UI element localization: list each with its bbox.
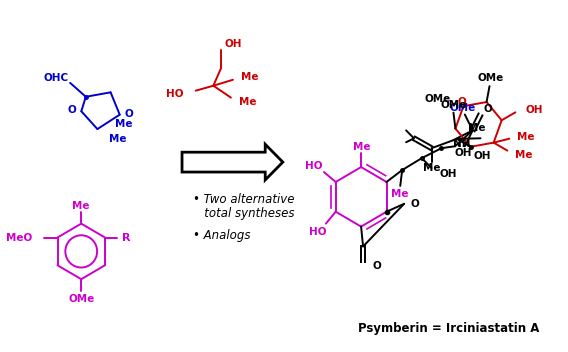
Text: • Analogs: • Analogs	[193, 229, 250, 242]
Text: total syntheses: total syntheses	[193, 207, 294, 220]
Text: O: O	[410, 199, 419, 209]
Text: Me: Me	[239, 96, 256, 107]
Polygon shape	[182, 144, 283, 180]
Text: HO: HO	[310, 227, 327, 237]
Text: Me: Me	[353, 142, 371, 152]
Text: MeO: MeO	[6, 233, 32, 243]
Text: O: O	[68, 105, 77, 115]
Text: Me: Me	[517, 132, 534, 142]
Text: NH: NH	[453, 139, 470, 149]
Text: OMe: OMe	[440, 100, 466, 110]
Text: O: O	[484, 103, 492, 114]
Text: Me: Me	[423, 163, 440, 173]
Text: Me: Me	[241, 72, 258, 82]
Text: OMe: OMe	[68, 294, 94, 304]
Text: Me: Me	[515, 150, 533, 159]
Text: Me: Me	[73, 201, 90, 211]
Text: OH: OH	[525, 105, 542, 115]
Text: R: R	[122, 233, 130, 243]
Text: OMe: OMe	[477, 73, 504, 83]
Text: HO: HO	[306, 161, 323, 171]
Text: Me: Me	[468, 124, 485, 133]
Text: OMe: OMe	[450, 102, 476, 113]
Text: OH: OH	[474, 151, 491, 161]
Text: Psymberin = Irciniastatin A: Psymberin = Irciniastatin A	[358, 322, 540, 335]
Text: O: O	[373, 261, 382, 271]
Text: OH: OH	[454, 148, 471, 158]
Text: OH: OH	[224, 39, 241, 49]
Text: Me: Me	[115, 119, 132, 129]
Text: • Two alternative: • Two alternative	[193, 193, 294, 206]
Text: Me: Me	[391, 189, 409, 199]
Text: O: O	[124, 109, 133, 119]
Text: HO: HO	[166, 89, 184, 99]
Text: Me: Me	[109, 134, 127, 144]
Text: OMe: OMe	[425, 94, 451, 104]
Text: O: O	[457, 97, 466, 107]
Text: OHC: OHC	[44, 73, 69, 83]
Text: OH: OH	[440, 169, 457, 179]
